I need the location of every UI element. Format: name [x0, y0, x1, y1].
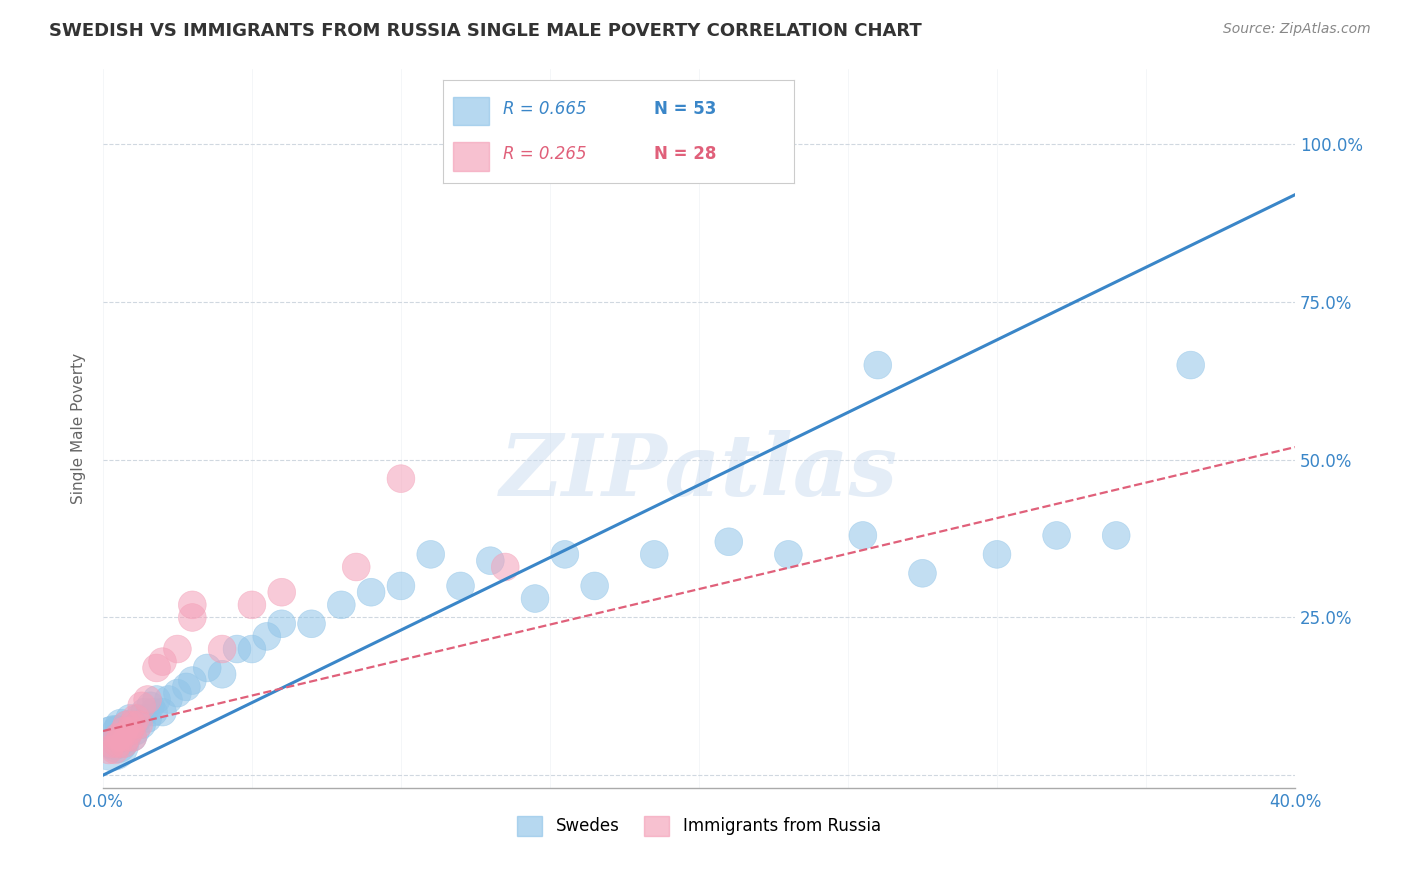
Point [852, 528, 875, 542]
Point [125, 724, 148, 739]
Point [101, 737, 124, 751]
Point [128, 711, 150, 725]
Point [121, 717, 143, 731]
Point [107, 731, 129, 745]
FancyBboxPatch shape [453, 96, 489, 126]
Point [104, 731, 127, 745]
Text: N = 28: N = 28 [654, 145, 716, 163]
Point [270, 616, 292, 631]
Point [419, 547, 441, 561]
Point [112, 737, 135, 751]
Point [226, 642, 249, 657]
Point [211, 642, 233, 657]
Text: Source: ZipAtlas.com: Source: ZipAtlas.com [1223, 22, 1371, 37]
Point [1180, 358, 1202, 372]
Point [97, 743, 120, 757]
Point [112, 737, 135, 751]
Point [554, 547, 576, 561]
Point [181, 610, 204, 624]
Point [115, 717, 138, 731]
Point [152, 705, 174, 719]
Point [181, 673, 204, 688]
Text: ZIPatlas: ZIPatlas [501, 430, 898, 513]
Text: N = 53: N = 53 [654, 100, 716, 118]
Point [717, 534, 740, 549]
Y-axis label: Single Male Poverty: Single Male Poverty [72, 352, 86, 504]
Point [118, 724, 141, 739]
Point [142, 705, 165, 719]
Point [121, 731, 143, 745]
Point [494, 560, 516, 574]
Point [115, 731, 138, 745]
Point [240, 642, 263, 657]
Point [121, 731, 143, 745]
Point [479, 554, 502, 568]
Point [145, 692, 167, 706]
Point [136, 711, 159, 725]
Point [145, 661, 167, 675]
Point [270, 585, 292, 599]
Point [125, 711, 148, 725]
Point [131, 717, 153, 731]
Point [240, 598, 263, 612]
Point [110, 717, 132, 731]
Point [643, 547, 665, 561]
Point [986, 547, 1008, 561]
Point [128, 717, 150, 731]
Point [211, 667, 233, 681]
Point [181, 598, 204, 612]
Point [344, 560, 367, 574]
Point [136, 692, 159, 706]
Point [256, 629, 278, 643]
Text: SWEDISH VS IMMIGRANTS FROM RUSSIA SINGLE MALE POVERTY CORRELATION CHART: SWEDISH VS IMMIGRANTS FROM RUSSIA SINGLE… [49, 22, 922, 40]
Point [112, 724, 135, 739]
Point [107, 737, 129, 751]
Point [131, 698, 153, 713]
Point [110, 731, 132, 745]
Legend: Swedes, Immigrants from Russia: Swedes, Immigrants from Russia [509, 807, 889, 844]
Point [450, 579, 472, 593]
Point [157, 692, 180, 706]
Point [101, 737, 124, 751]
Point [389, 579, 412, 593]
Point [176, 680, 198, 694]
Point [118, 711, 141, 725]
Point [195, 661, 218, 675]
Point [360, 585, 382, 599]
Point [1105, 528, 1128, 542]
Point [389, 472, 412, 486]
Point [121, 717, 143, 731]
Point [911, 566, 934, 581]
Point [107, 737, 129, 751]
Point [166, 642, 188, 657]
Point [107, 724, 129, 739]
Text: R = 0.265: R = 0.265 [503, 145, 586, 163]
Point [301, 616, 323, 631]
FancyBboxPatch shape [453, 142, 489, 170]
Point [110, 731, 132, 745]
Point [139, 698, 162, 713]
Point [152, 655, 174, 669]
Point [118, 724, 141, 739]
Point [104, 743, 127, 757]
Point [166, 686, 188, 700]
Point [866, 358, 889, 372]
Point [330, 598, 353, 612]
Point [112, 724, 135, 739]
Point [778, 547, 800, 561]
Point [524, 591, 547, 606]
Text: R = 0.665: R = 0.665 [503, 100, 586, 118]
Point [115, 717, 138, 731]
Point [115, 731, 138, 745]
Point [134, 705, 156, 719]
Point [583, 579, 606, 593]
Point [1045, 528, 1067, 542]
